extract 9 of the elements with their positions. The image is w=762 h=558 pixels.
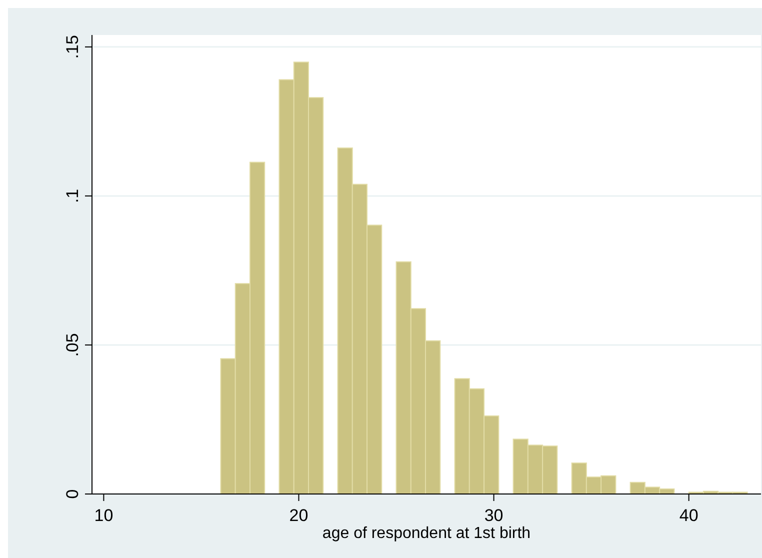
x-tick-label: 30 [484,506,504,525]
x-axis-title: age of respondent at 1st birth [322,525,531,542]
y-tick-label: 0 [63,489,82,499]
x-tick-label: 20 [289,506,308,525]
x-tick-label: 40 [679,506,698,525]
y-tick-label: .15 [63,35,82,59]
y-tick-label: .05 [63,333,82,357]
x-tick-label: 10 [94,506,114,525]
y-tick-label: .1 [63,188,82,204]
